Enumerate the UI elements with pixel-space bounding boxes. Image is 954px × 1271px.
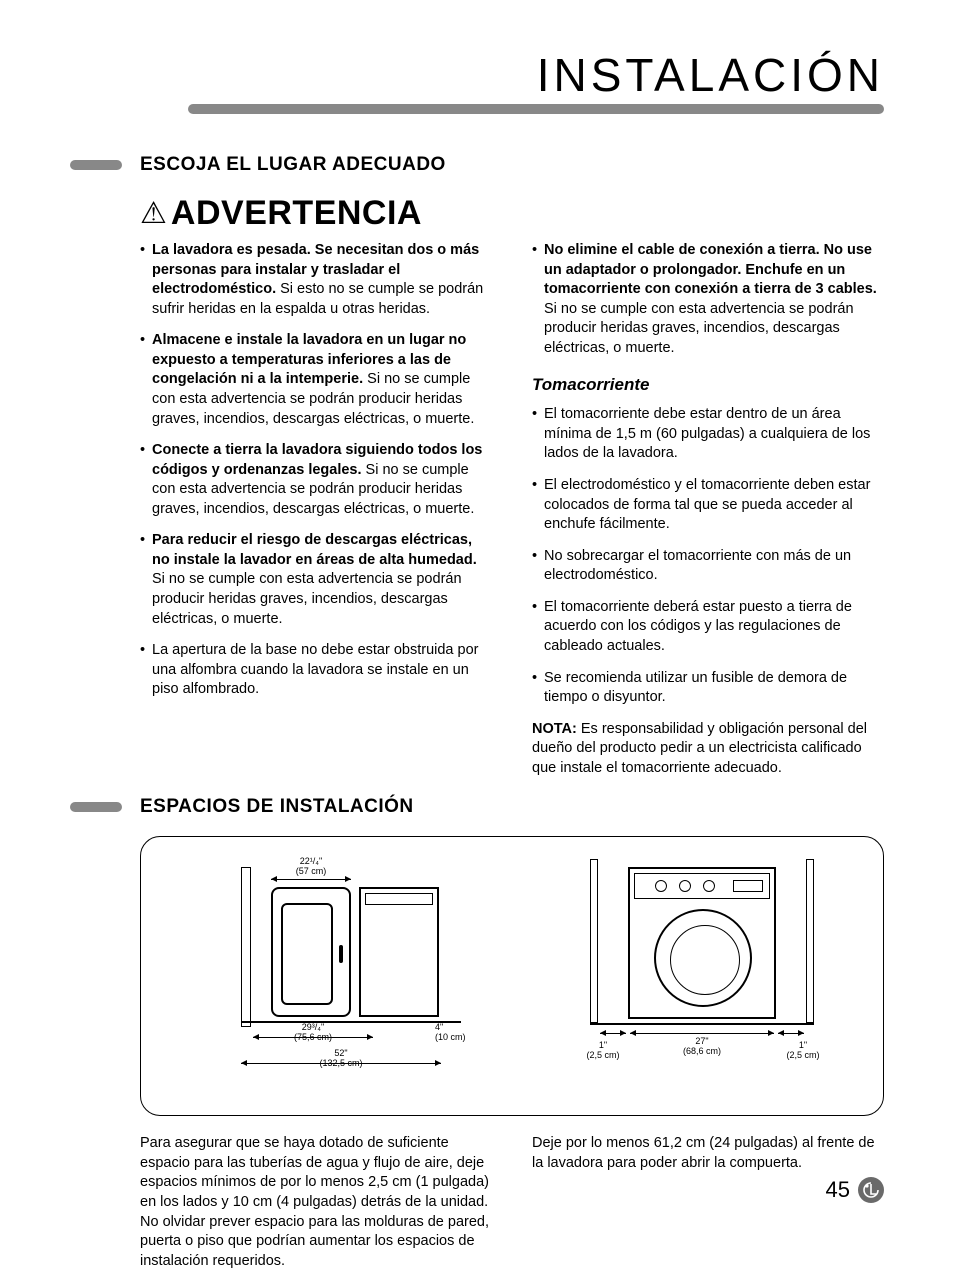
dim-right-gap: 1"(2,5 cm) <box>776 1041 830 1061</box>
bullet-bold: Para reducir el riesgo de descargas eléc… <box>152 532 477 568</box>
section-pill-icon <box>70 160 122 170</box>
page-number: 45 <box>826 1177 850 1203</box>
bullet: El tomacorriente deberá estar puesto a t… <box>532 598 884 657</box>
dim-gap: 4"(10 cm) <box>435 1023 479 1043</box>
bullet: No elimine el cable de conexión a tierra… <box>532 241 884 358</box>
lg-logo-icon <box>858 1177 884 1203</box>
section1-title: ESCOJA EL LUGAR ADECUADO <box>140 154 446 176</box>
bullet: Conecte a tierra la lavadora siguiendo t… <box>140 441 492 519</box>
para-left: Para asegurar que se haya dotado de sufi… <box>140 1134 492 1271</box>
warning-columns: La lavadora es pesada. Se necesitan dos … <box>140 241 884 778</box>
bullet: Se recomienda utilizar un fusible de dem… <box>532 669 884 708</box>
below-diagram-text: Para asegurar que se haya dotado de sufi… <box>140 1134 884 1271</box>
warning-col-left: La lavadora es pesada. Se necesitan dos … <box>140 241 492 778</box>
bullet: El electrodoméstico y el tomacorriente d… <box>532 476 884 535</box>
bullet: Para reducir el riesgo de descargas eléc… <box>140 531 492 629</box>
diagram-container: 22¹/₄"(57 cm) 29³/₄"(75,6 cm) 4"(10 cm) … <box>140 836 884 1116</box>
page-title: INSTALACIÓN <box>537 48 884 102</box>
bullet: La lavadora es pesada. Se necesitan dos … <box>140 241 492 319</box>
warning-word: ADVERTENCIA <box>171 194 422 233</box>
tomacorriente-heading: Tomacorriente <box>532 374 884 397</box>
bullet: El tomacorriente debe estar dentro de un… <box>532 405 884 464</box>
warning-col-right: No elimine el cable de conexión a tierra… <box>532 241 884 778</box>
diagram-side-view: 22¹/₄"(57 cm) 29³/₄"(75,6 cm) 4"(10 cm) … <box>141 837 512 1115</box>
dim-center: 27"(68,6 cm) <box>672 1037 732 1057</box>
bullet: No sobrecargar el tomacorriente con más … <box>532 547 884 586</box>
dim-width1: 29³/₄"(75,6 cm) <box>273 1023 353 1043</box>
section1-header: ESCOJA EL LUGAR ADECUADO <box>70 154 884 176</box>
page-footer: 45 <box>826 1177 884 1203</box>
section-pill-icon <box>70 802 122 812</box>
section2-header: ESPACIOS DE INSTALACIÓN <box>70 796 884 818</box>
diagram-front-view: 1"(2,5 cm) 27"(68,6 cm) 1"(2,5 cm) <box>512 837 883 1115</box>
header-rule <box>188 104 884 114</box>
content-area: ESCOJA EL LUGAR ADECUADO ⚠ ADVERTENCIA L… <box>70 154 884 1271</box>
nota-paragraph: NOTA: Es responsabilidad y obligación pe… <box>532 720 884 779</box>
bullet-rest: Si no se cumple con esta advertencia se … <box>152 571 462 626</box>
dim-top: 22¹/₄"(57 cm) <box>277 857 345 877</box>
bullet-rest: Si no se cumple con esta advertencia se … <box>544 301 854 356</box>
dim-total: 52"(132,5 cm) <box>301 1049 381 1069</box>
warning-triangle-icon: ⚠ <box>140 199 167 229</box>
bullet-bold: No elimine el cable de conexión a tierra… <box>544 242 877 297</box>
section2-title: ESPACIOS DE INSTALACIÓN <box>140 796 414 818</box>
bullet-rest: La apertura de la base no debe estar obs… <box>152 642 478 697</box>
nota-label: NOTA: <box>532 721 577 737</box>
dim-left-gap: 1"(2,5 cm) <box>576 1041 630 1061</box>
warning-header: ⚠ ADVERTENCIA <box>140 194 884 233</box>
bullet: La apertura de la base no debe estar obs… <box>140 641 492 700</box>
nota-text: Es responsabilidad y obligación personal… <box>532 721 867 776</box>
bullet: Almacene e instale la lavadora en un lug… <box>140 331 492 429</box>
